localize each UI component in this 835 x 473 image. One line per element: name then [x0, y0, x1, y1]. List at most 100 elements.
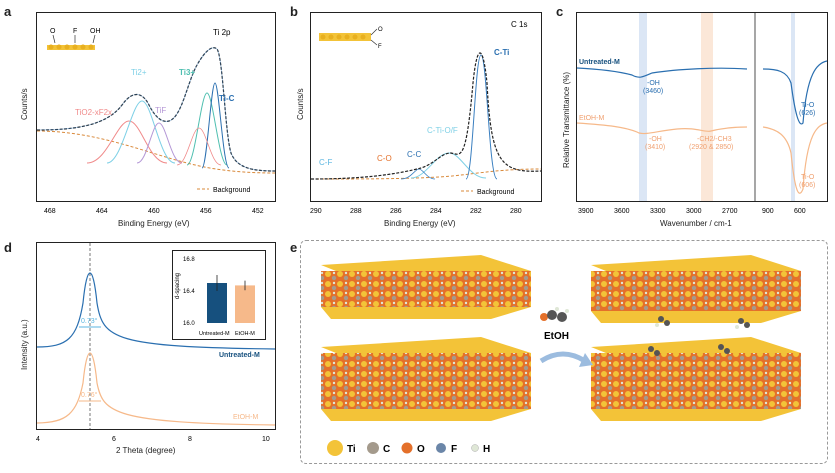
d-tick-3: 10	[262, 436, 270, 443]
label-untreated: Untreated-M	[579, 59, 620, 66]
d-label-top: Untreated-M	[219, 352, 260, 359]
panel-a-ylabel: Counts/s	[20, 88, 29, 120]
peak-cti	[465, 54, 498, 180]
c-tick-2: 3300	[650, 208, 666, 215]
panel-a-plot: O F OH Ti 2p TiO2-xF2x Ti2+ TiF Ti3+ Ti-…	[36, 12, 276, 202]
panel-a-fit	[36, 47, 276, 172]
panel-a-background-line	[36, 130, 276, 174]
lattice-top-right	[591, 255, 801, 323]
fwhm-bot: 0.76°	[81, 391, 98, 399]
label-tif: TiF	[155, 106, 166, 115]
label-cf: C-F	[319, 158, 332, 167]
inset-svg: d-spacing 16.8 16.4 16.0 Untreated-M EtO…	[175, 257, 255, 337]
c-tick-6: 600	[794, 208, 806, 215]
struct-b-f-label: F	[378, 44, 382, 50]
struct-o-label: O	[50, 28, 56, 35]
panel-a-structure-icon: O F OH	[47, 28, 101, 50]
etoh-arrow-label: EtOH	[544, 331, 569, 342]
legend-ti-label: Ti	[347, 444, 356, 455]
lattice-bottom-right	[591, 337, 801, 421]
c-tick-5: 900	[762, 208, 774, 215]
b-tick-4: 282	[470, 208, 482, 215]
d-tick-1: 6	[112, 436, 116, 443]
label-ti2: Ti2+	[131, 68, 147, 77]
panel-c-letter: c	[556, 4, 564, 19]
band-oh	[639, 13, 647, 201]
panel-b-plot: O F C 1s C-Ti C-Ti-O/F C-F C-O C-C Backg…	[310, 12, 542, 202]
intercalated-molecule-4	[718, 344, 730, 354]
inset-bar-untreated	[207, 283, 227, 323]
atom-legend: Ti C O F H	[327, 440, 490, 456]
legend-f-icon	[436, 443, 446, 453]
band-tio	[791, 13, 795, 201]
c-tick-4: 2700	[722, 208, 738, 215]
panel-a-xlabel: Binding Energy (eV)	[118, 219, 190, 228]
label-oh-top: -OH	[647, 80, 660, 87]
inset-ytick-2: 16.0	[183, 321, 195, 327]
panel-c-plot: Untreated-M EtOH-M -OH (3460) Ti-O (626)…	[576, 12, 828, 202]
legend-o-label: O	[417, 444, 425, 455]
peak-tif	[136, 122, 183, 164]
b-tick-2: 286	[390, 208, 402, 215]
panel-d-xticks: 4 6 8 10	[36, 436, 270, 443]
xrd-etoh	[36, 352, 276, 426]
inset-bar-etoh	[235, 285, 255, 323]
intercalated-molecule-2	[735, 318, 750, 329]
label-co: C-O	[377, 154, 392, 163]
d-label-bot: EtOH-M	[233, 414, 258, 421]
peak-ti2	[106, 100, 176, 164]
struct-f-label: F	[73, 28, 77, 35]
legend-f-label: F	[451, 444, 457, 455]
inset-ytick-1: 16.4	[183, 289, 195, 295]
a-tick-0: 468	[44, 208, 56, 215]
etoh-curve	[576, 122, 828, 194]
panel-b-svg: O F C 1s C-Ti C-Ti-O/F C-F C-O C-C Backg…	[310, 20, 542, 196]
b-tick-3: 284	[430, 208, 442, 215]
legend-ti-icon	[327, 440, 343, 456]
label-ch-bot: -CH2/-CH3	[697, 136, 732, 143]
peak-ti3	[186, 92, 228, 166]
panel-b-region-label: C 1s	[511, 20, 527, 29]
struct-b-o-label: O	[378, 27, 383, 33]
b-tick-0: 290	[310, 208, 322, 215]
panel-c-xlabel: Wavenumber / cm-1	[660, 219, 732, 228]
label-tio-top: Ti-O	[801, 102, 815, 109]
panel-a-legend: Background	[213, 187, 250, 194]
peak-tio-2	[176, 127, 222, 166]
panel-b-structure-icon: O F	[319, 27, 383, 50]
panel-c-ylabel: Relative Transmittance (%)	[562, 71, 571, 168]
inset-cat-0: Untreated-M	[199, 331, 230, 337]
panel-c-xticks: 3900 3600 3300 3000 2700 900 600	[578, 208, 806, 215]
panel-a-xticks: 468 464 460 456 452	[44, 208, 264, 215]
legend-o-icon	[401, 442, 413, 454]
intercalated-molecule-3	[648, 346, 660, 356]
label-tio-bot: Ti-O	[801, 174, 815, 181]
a-tick-1: 464	[96, 208, 108, 215]
lattice-bottom-left	[321, 337, 531, 421]
panel-d-svg: 0.73° 0.76° Untreated-M EtOH-M	[36, 243, 276, 429]
d-tick-2: 8	[188, 436, 192, 443]
panel-a-region-label: Ti 2p	[213, 28, 231, 37]
label-tic: Ti-C	[219, 94, 235, 103]
panel-a-letter: a	[4, 4, 12, 19]
fwhm-top: 0.73°	[81, 317, 98, 325]
label-tio: TiO2-xF2x	[75, 108, 112, 117]
label-cc: C-C	[407, 150, 421, 159]
label-oh-top-val: (3460)	[643, 88, 663, 95]
label-ti3: Ti3+	[179, 68, 195, 77]
peak-tio	[86, 120, 168, 164]
label-etoh: EtOH-M	[579, 115, 604, 122]
c-tick-1: 3600	[614, 208, 630, 215]
c-tick-3: 3000	[686, 208, 702, 215]
label-oh-bot-val: (3410)	[645, 144, 665, 151]
d-tick-0: 4	[36, 436, 40, 443]
intercalated-molecule-1	[655, 316, 670, 327]
panel-b-background-line	[310, 168, 542, 180]
inset-ylabel: d-spacing	[175, 273, 181, 299]
panel-c-svg: Untreated-M EtOH-M -OH (3460) Ti-O (626)…	[576, 13, 828, 201]
reaction-arrow	[539, 351, 587, 364]
untreated-curve	[576, 60, 828, 125]
struct-oh-label: OH	[90, 28, 101, 35]
panel-d-plot: 0.73° 0.76° Untreated-M EtOH-M	[36, 242, 276, 430]
label-tio-top-val: (626)	[799, 110, 815, 117]
